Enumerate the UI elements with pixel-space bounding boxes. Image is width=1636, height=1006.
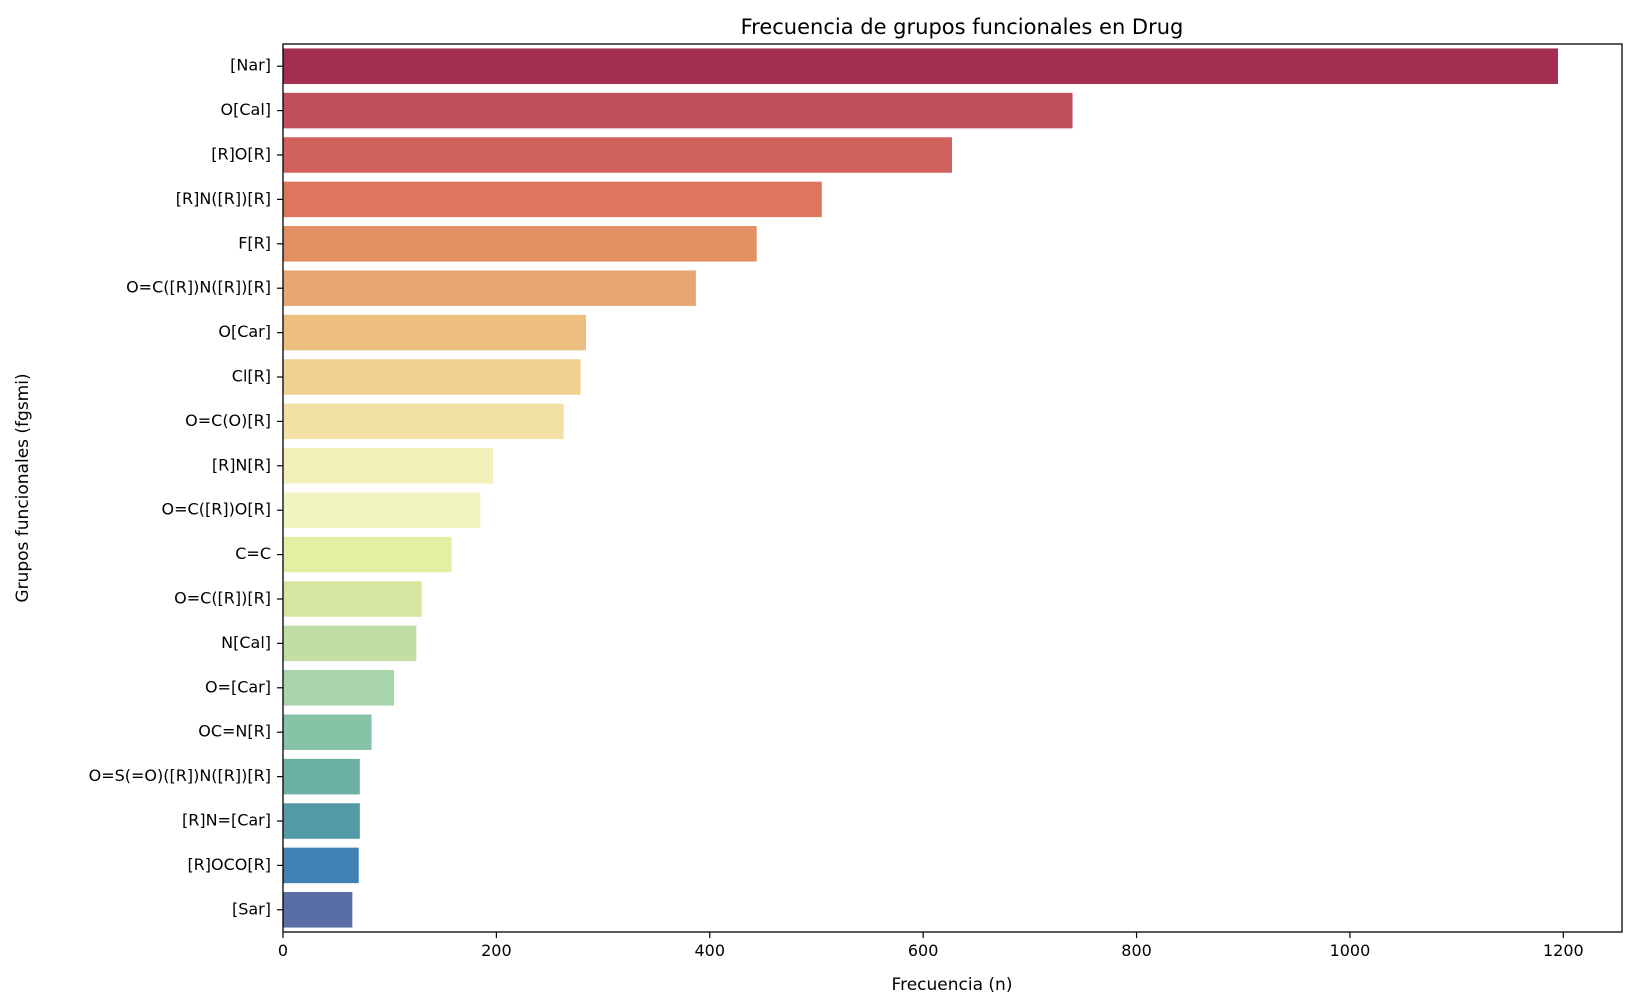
bar-0: [283, 48, 1558, 84]
y-tick-label-15: OC=N[R]: [198, 722, 271, 741]
y-tick-label-5: O=C([R])N([R])[R]: [126, 278, 271, 297]
plot-frame: [282, 43, 1623, 933]
bar-14: [283, 670, 394, 706]
bar-19: [283, 892, 353, 928]
y-tick-label-12: O=C([R])[R]: [174, 589, 271, 608]
y-tick-group: [Nar] O[Cal] [R]O[R] [R]N([R])[R] F[R] O=C([R…: [89, 56, 283, 918]
bar-9: [283, 448, 494, 484]
x-tick-label-6: 1200: [1543, 941, 1584, 960]
bar-7: [283, 359, 581, 395]
y-tick-label-16: O=S(=O)([R])N([R])[R]: [89, 766, 271, 785]
y-axis-label: Grupos funcionales (fgsmi): [13, 373, 33, 602]
bar-17: [283, 803, 360, 839]
bar-12: [283, 581, 422, 617]
y-tick-label-19: [Sar]: [232, 899, 271, 918]
y-tick-label-4: F[R]: [238, 233, 271, 252]
bar-2: [283, 137, 952, 173]
bar-13: [283, 625, 417, 662]
y-tick-label-7: Cl[R]: [232, 367, 271, 386]
y-tick-label-3: [R]N([R])[R]: [176, 189, 271, 208]
bar-4: [283, 226, 757, 262]
bar-5: [283, 270, 696, 306]
x-tick-label-2: 400: [694, 941, 725, 960]
bar-3: [283, 181, 822, 218]
bar-11: [283, 536, 452, 573]
bar-15: [283, 714, 372, 750]
chart-title: Frecuencia de grupos funcionales en Drug: [741, 15, 1184, 39]
y-tick-label-10: O=C([R])O[R]: [162, 500, 271, 519]
y-tick-label-8: O=C(O)[R]: [185, 411, 271, 430]
bar-16: [283, 758, 360, 795]
y-tick-label-1: O[Cal]: [221, 100, 272, 119]
y-tick-label-11: C=C: [235, 544, 271, 563]
y-tick-label-18: [R]OCO[R]: [187, 855, 271, 874]
x-tick-label-5: 1000: [1330, 941, 1371, 960]
bar-1: [283, 92, 1073, 129]
y-tick-label-14: O=[Car]: [205, 677, 271, 696]
x-tick-label-0: 0: [278, 941, 288, 960]
y-tick-label-2: [R]O[R]: [211, 145, 271, 164]
bar-6: [283, 314, 587, 351]
x-tick-label-4: 800: [1121, 941, 1152, 960]
y-tick-label-0: [Nar]: [230, 56, 271, 75]
x-tick-label-1: 200: [481, 941, 512, 960]
y-tick-label-17: [R]N=[Car]: [182, 811, 271, 830]
bar-10: [283, 492, 481, 528]
x-tick-label-3: 600: [908, 941, 939, 960]
y-tick-label-6: O[Car]: [218, 322, 271, 341]
bar-8: [283, 403, 564, 440]
bar-18: [283, 847, 359, 884]
bars-group: [283, 48, 1558, 928]
y-tick-label-13: N[Cal]: [221, 633, 271, 652]
y-tick-label-9: [R]N[R]: [212, 455, 271, 474]
x-tick-group: 0 200 400 600 800 1000 1200: [278, 932, 1584, 960]
x-axis-label: Frecuencia (n): [892, 975, 1013, 995]
